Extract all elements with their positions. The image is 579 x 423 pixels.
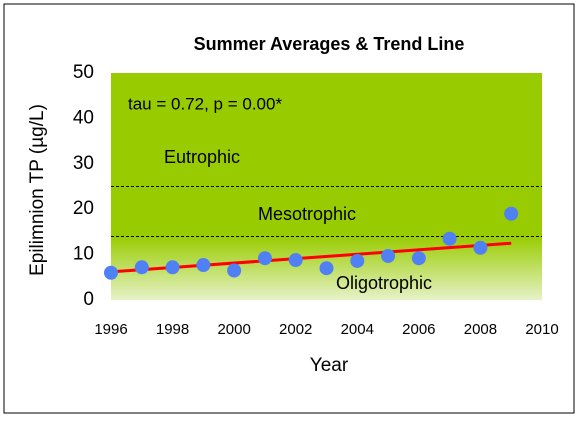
x-tick-label: 2000 xyxy=(217,321,250,338)
x-axis-label: Year xyxy=(310,355,349,376)
y-axis-label: Epilimnion TP (µg/L) xyxy=(27,104,48,276)
y-tick-label: 0 xyxy=(83,289,94,310)
data-point xyxy=(227,263,242,278)
zone-label: Oligotrophic xyxy=(336,273,432,293)
x-tick-label: 2004 xyxy=(341,321,374,338)
y-tick-label: 50 xyxy=(73,62,94,83)
x-tick-label: 2006 xyxy=(402,321,435,338)
data-point xyxy=(442,231,457,246)
x-tick-label: 1998 xyxy=(156,321,189,338)
data-point xyxy=(504,206,519,221)
zone-label: Mesotrophic xyxy=(258,204,356,224)
x-tick-label: 1996 xyxy=(94,321,127,338)
zone-label: Eutrophic xyxy=(164,147,240,167)
y-tick-label: 40 xyxy=(73,107,94,128)
data-point xyxy=(134,260,149,275)
data-point xyxy=(381,248,396,263)
data-point xyxy=(165,260,180,275)
chart-title: Summer Averages & Trend Line xyxy=(194,34,465,54)
data-point xyxy=(350,253,365,268)
x-tick-label: 2008 xyxy=(464,321,497,338)
y-tick-label: 20 xyxy=(73,198,94,219)
data-point xyxy=(196,258,211,273)
annotation: tau = 0.72, p = 0.00* xyxy=(128,94,282,113)
x-tick-label: 2010 xyxy=(525,321,558,338)
data-point xyxy=(411,251,426,266)
data-point xyxy=(319,261,334,276)
data-point xyxy=(473,240,488,255)
data-point xyxy=(288,253,303,268)
data-point xyxy=(104,265,118,280)
data-point xyxy=(257,251,272,266)
x-tick-label: 2002 xyxy=(279,321,312,338)
y-tick-label: 30 xyxy=(73,153,94,174)
y-tick-label: 10 xyxy=(73,244,94,265)
